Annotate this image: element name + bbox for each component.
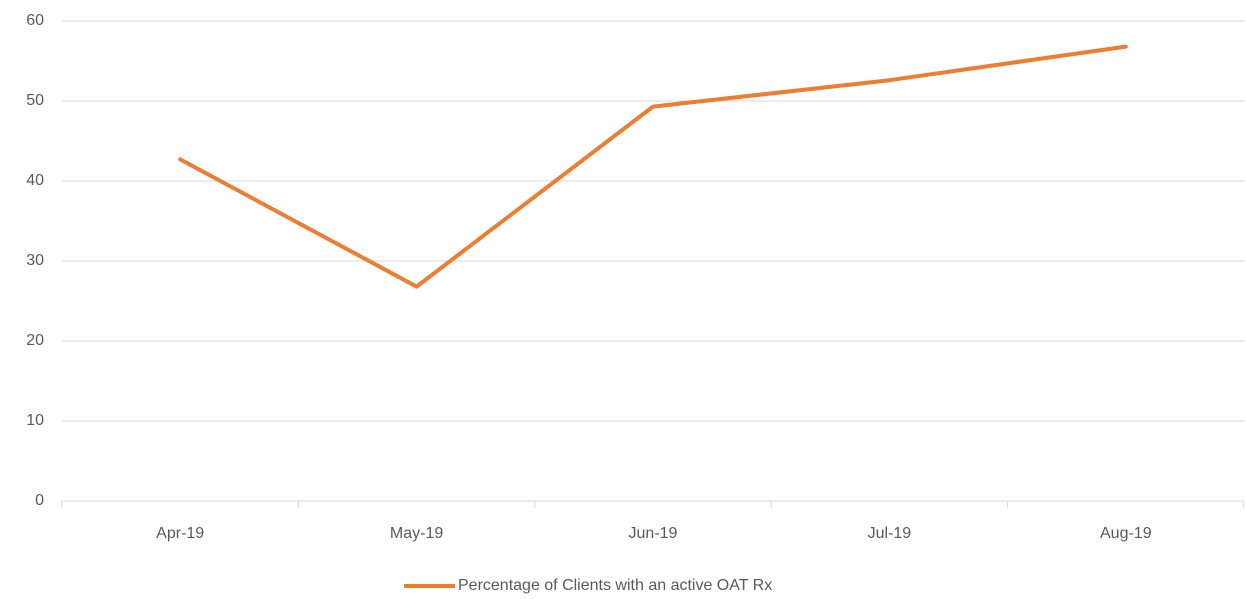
x-tick-label: May-19 [390,525,443,542]
y-tick-label: 10 [26,412,44,429]
x-tick-label: Jun-19 [629,525,678,542]
x-tick-label: Jul-19 [868,525,912,542]
x-tick-label: Apr-19 [156,525,204,542]
y-tick-label: 20 [26,332,44,349]
y-tick-label: 30 [26,252,44,269]
legend-label: Percentage of Clients with an active OAT… [458,577,772,594]
data-line [178,44,1128,289]
y-tick-label: 0 [35,492,44,509]
y-tick-label: 40 [26,172,44,189]
x-tick-label: Aug-19 [1100,525,1152,542]
y-tick-label: 50 [26,92,44,109]
y-tick-label: 60 [26,12,44,29]
